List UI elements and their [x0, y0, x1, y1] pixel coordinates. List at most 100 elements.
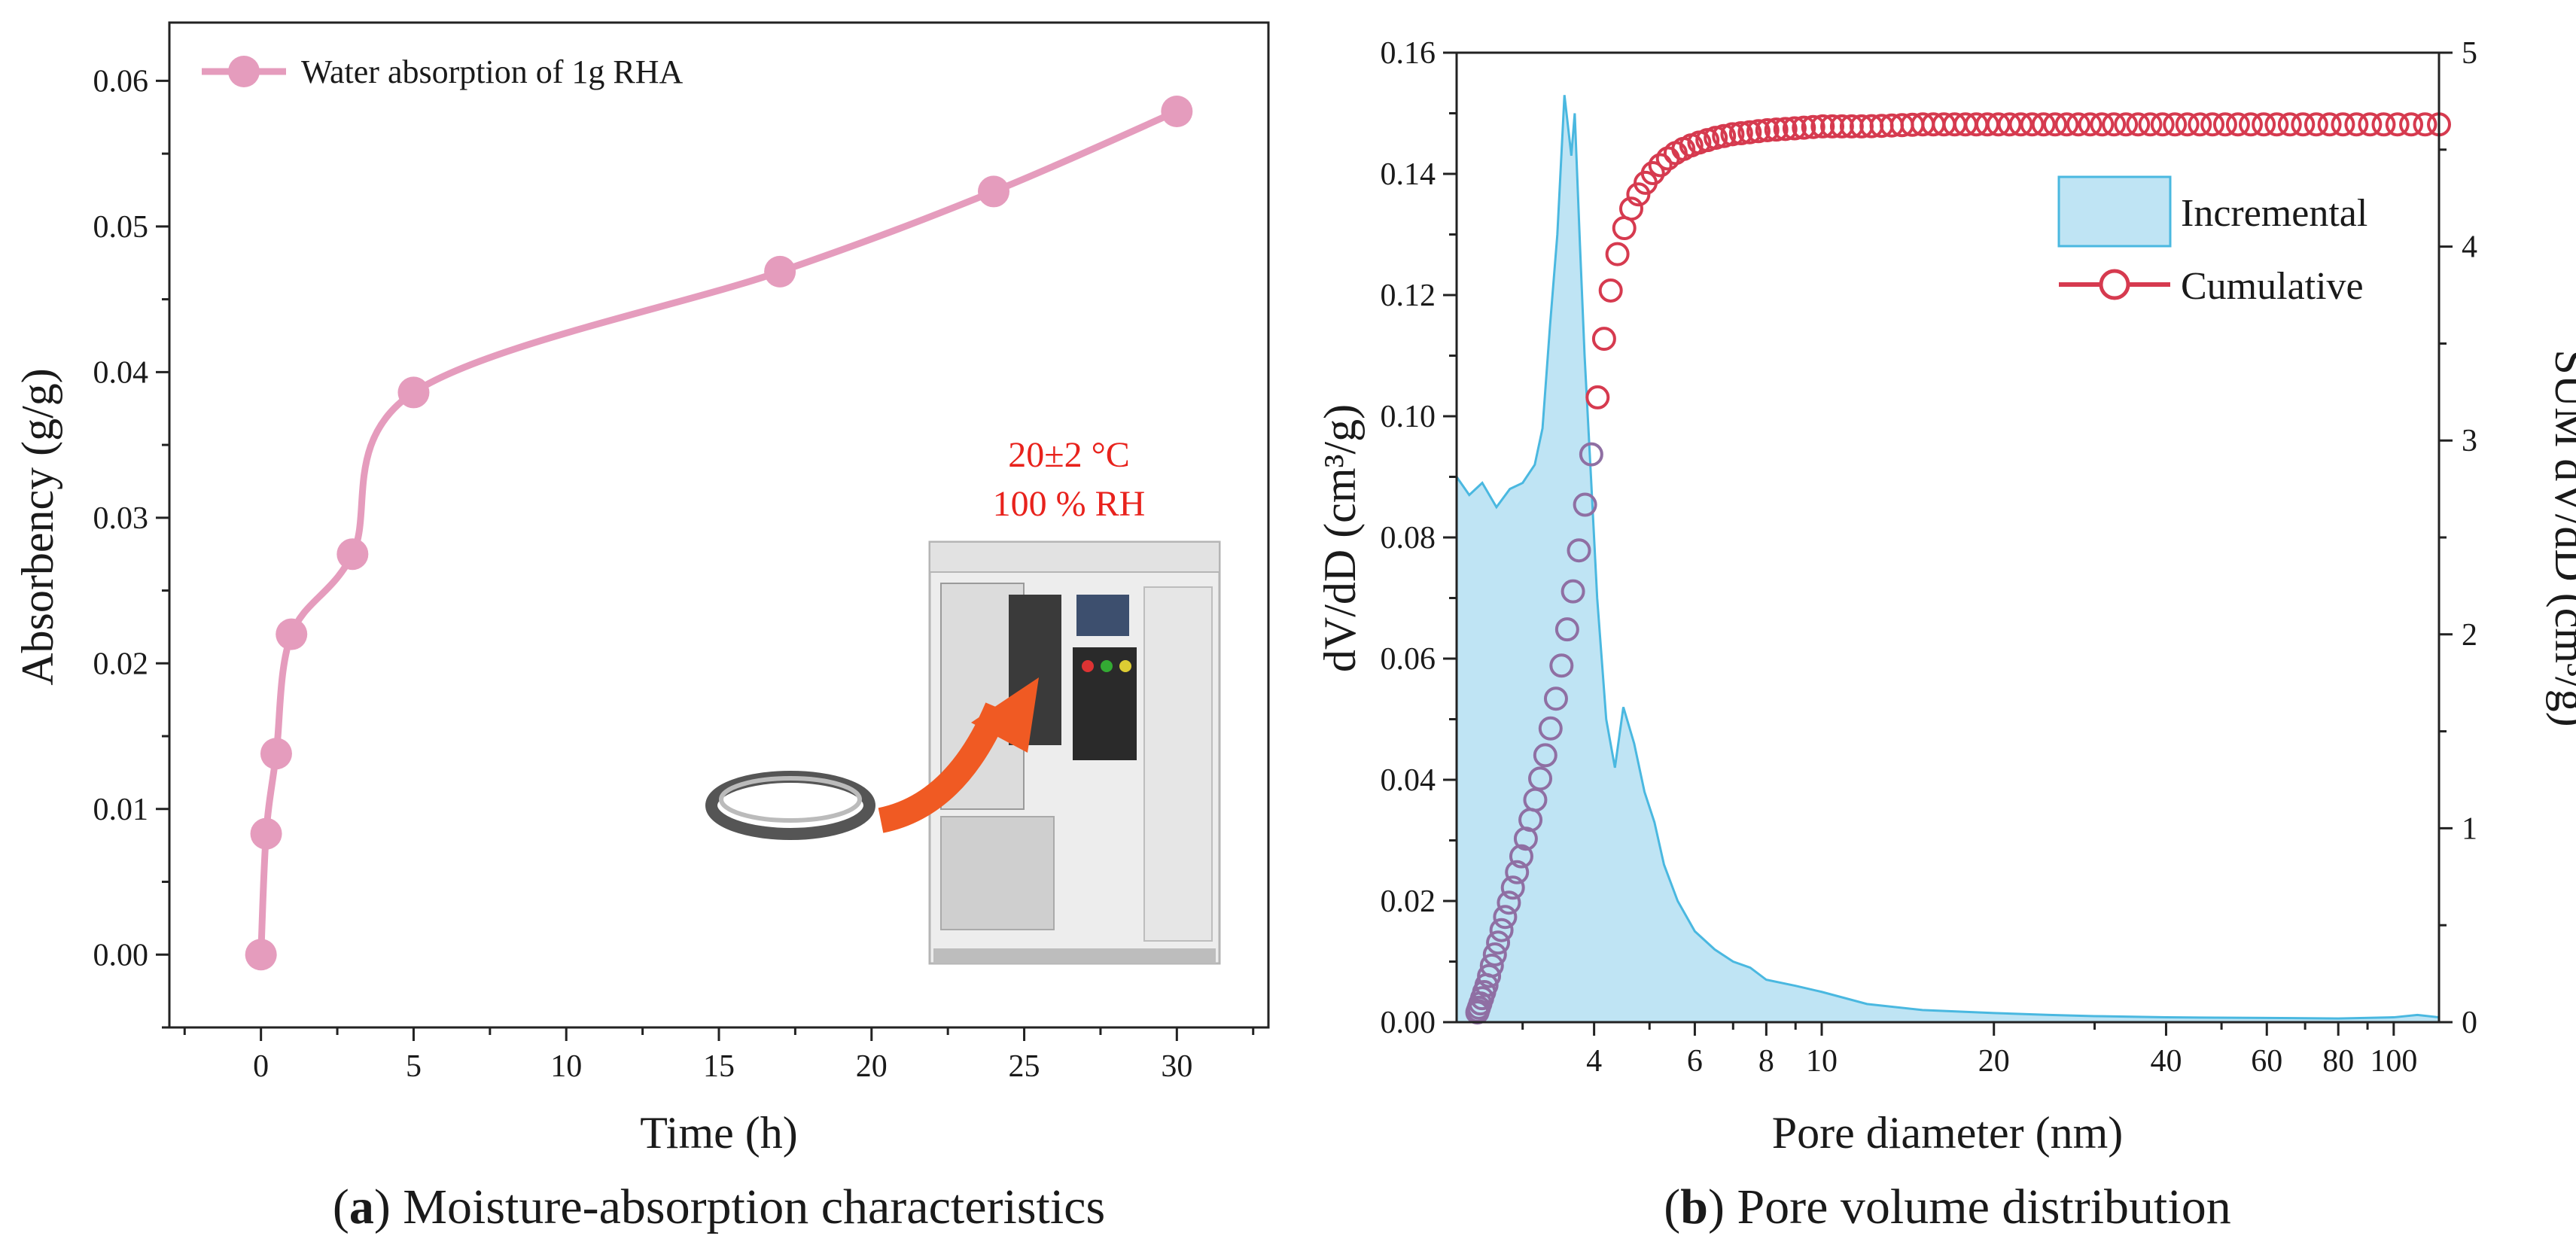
panel-b-cumulative-point	[1567, 538, 1591, 563]
panel-b-cumulative-point	[2090, 112, 2115, 137]
panel-b-cumulative-point	[2303, 112, 2328, 137]
panel-b-cumulative-point	[2291, 112, 2316, 137]
panel-b-cumulative-point	[1477, 963, 1502, 988]
panel-b-cumulative-point	[2225, 112, 2250, 137]
panel-b-ticks	[1443, 51, 2453, 1036]
panel-b-cumulative-point	[1486, 930, 1511, 955]
panel-b-cumulative-point	[2043, 112, 2068, 137]
panel-b-cumulative-point	[1479, 953, 1504, 978]
panel-b-cumulative-point	[1509, 844, 1533, 869]
panel-b-cumulative-point	[2054, 112, 2079, 137]
panel-b-cumulative-point	[2150, 112, 2175, 137]
panel-b-cumulative-point	[1561, 579, 1585, 604]
panel-b-cumulative-point	[1505, 860, 1530, 884]
panel-b-cumulative-point	[1554, 617, 1579, 642]
panel-b-right-y-tick-label: 0	[2462, 1006, 2477, 1040]
panel-b-left-y-axis-title: dV/dD (cm³/g)	[1315, 404, 1365, 672]
panel-b-legend-cumulative-label: Cumulative	[2181, 265, 2364, 308]
panel-b-cumulative-point	[2126, 112, 2151, 137]
panel-b-cumulative-point	[1810, 114, 1835, 138]
panel-b-cumulative-point	[1497, 890, 1521, 915]
panel-a-data-point	[260, 738, 292, 770]
panel-a-data-point	[764, 255, 796, 288]
panel-a-x-tick-label: 30	[1161, 1049, 1192, 1084]
chamber-top-panel	[929, 541, 1220, 573]
panel-b-cumulative-point	[2358, 112, 2383, 137]
sample-ring	[705, 771, 875, 840]
panel-a-data-point	[397, 376, 430, 409]
panel-a-temperature-text: 20±2 °C	[1008, 435, 1130, 475]
panel-b-right-y-tick-label: 3	[2462, 424, 2477, 458]
panel-b-cumulative-point	[1585, 385, 1610, 409]
panel-a-y-tick-label: 0.02	[93, 647, 149, 681]
panel-a-x-tick-label: 10	[550, 1049, 582, 1084]
panel-b-left-y-tick-label: 0.16	[1381, 36, 1436, 71]
panel-b-left-y-tick-label: 0.10	[1381, 400, 1436, 434]
panel-b-cumulative-point	[1579, 442, 1603, 467]
panel-b-cumulative-point	[2413, 112, 2437, 137]
panel-b-cumulative-point	[2277, 112, 2302, 137]
control-light-red	[1082, 660, 1094, 672]
panel-b-cumulative-point	[1573, 492, 1597, 517]
panel-b-x-tick-label: 6	[1687, 1044, 1703, 1079]
panel-b-cumulative-point	[1801, 114, 1825, 139]
panel-a-data-point	[245, 939, 277, 971]
panel-b-cumulative-point	[1640, 161, 1665, 186]
panel-b-cumulative-point	[2331, 112, 2355, 137]
panel-b-left-y-tick-label: 0.00	[1381, 1006, 1436, 1040]
panel-b-right-y-tick-label: 5	[2462, 36, 2477, 71]
panel-b-cumulative-point	[2371, 112, 2396, 137]
panel-b-cumulative-point	[2031, 112, 2056, 137]
panel-b-cumulative-point	[1720, 122, 1745, 147]
panel-b-cumulative-point	[2399, 112, 2424, 137]
control-screen	[1076, 595, 1129, 636]
panel-b-cumulative-point	[1543, 686, 1568, 711]
panel-b-x-tick-label: 100	[2370, 1044, 2417, 1079]
panel-b-cumulative-point	[2264, 112, 2289, 137]
panel-b-legend-cumulative-marker	[2099, 269, 2130, 300]
panel-b-cumulative-point	[1782, 116, 1807, 141]
panel-b-cumulative-point	[2163, 112, 2188, 137]
panel-b-cumulative-point	[2200, 112, 2225, 137]
panel-b-cumulative-point	[1598, 278, 1623, 303]
control-light-yellow	[1119, 660, 1131, 672]
panel-a-caption-letter: a	[349, 1179, 374, 1234]
panel-a-y-axis-title: Absorbency (g/g)	[13, 368, 62, 686]
panel-b-left-y-tick-label: 0.08	[1381, 521, 1436, 555]
panel-b-cumulative-point	[1755, 117, 1780, 142]
panel-b-cumulative-point	[2020, 112, 2045, 137]
panel-b-cumulative-point	[2114, 112, 2139, 137]
panel-a-legend-label: Water absorption of 1g RHA	[301, 53, 683, 90]
panel-b-cumulative-point	[1773, 117, 1798, 142]
panel-b-x-tick-label: 4	[1586, 1044, 1602, 1079]
panel-a-caption: (a) Moisture-absorption characteristics	[333, 1179, 1105, 1234]
panel-a-data-point	[978, 175, 1009, 208]
panel-a-legend-marker	[228, 56, 260, 87]
panel-a-data-point	[336, 538, 369, 571]
panel-b-caption: (b) Pore volume distribution	[1664, 1179, 2230, 1234]
panel-a-legend: Water absorption of 1g RHA	[202, 53, 683, 90]
panel-b-x-tick-label: 60	[2251, 1044, 2282, 1079]
panel-b-left-y-tick-label: 0.04	[1381, 763, 1436, 798]
panel-b-cumulative-point	[2385, 112, 2410, 137]
panel-b-cumulative-point	[1737, 120, 1762, 145]
panel-b-cumulative-point	[1746, 119, 1771, 144]
panel-a-tick-labels: 0 5 10 15 20 25 30 0.00 0.01 0.02 0.03 0.04 0.05 0.06	[93, 64, 1193, 1084]
panel-b-cumulative-point	[2175, 112, 2200, 137]
panel-a-caption-text: Moisture-absorption characteristics	[403, 1179, 1105, 1234]
panel-b-right-y-axis-title: SUM dV/dD (cm³/g)	[2546, 349, 2576, 726]
panel-a-x-axis-title: Time (h)	[640, 1108, 797, 1158]
panel-a-y-tick-label: 0.03	[93, 501, 149, 536]
panel-a-ticks	[156, 79, 1255, 1041]
panel-b-cumulative-point	[1549, 653, 1574, 678]
panel-a-y-tick-label: 0.06	[93, 64, 149, 99]
chamber-vent	[940, 816, 1055, 930]
panel-b-cumulative-point	[1538, 716, 1563, 741]
panel-a-x-tick-label: 20	[856, 1049, 888, 1084]
panel-b-cumulative-point	[1618, 196, 1643, 221]
chamber-plinth	[933, 948, 1216, 963]
panel-b-cumulative-point	[1500, 875, 1525, 900]
chamber-side-panel	[1143, 586, 1213, 942]
panel-a-y-tick-label: 0.04	[93, 355, 149, 390]
panel-b-cumulative-point	[1997, 112, 2022, 137]
